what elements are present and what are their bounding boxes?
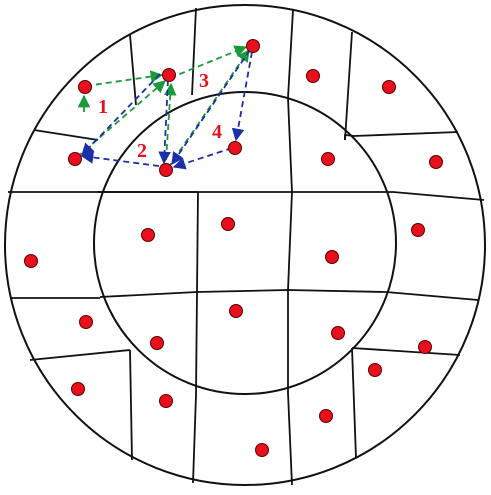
cell-edge: [287, 9, 294, 99]
site-point: [368, 363, 382, 377]
site-point: [229, 304, 243, 318]
blue-arrow: [80, 151, 160, 167]
cell-edge: [351, 347, 357, 459]
cell-boundaries: [8, 7, 485, 486]
site-point: [24, 254, 38, 268]
green-arrow: [163, 82, 177, 161]
site-point: [321, 152, 335, 166]
site-point: [382, 80, 396, 94]
site-point: [150, 336, 164, 350]
site-point: [141, 228, 155, 242]
cell-edge: [29, 349, 131, 361]
cell-edge: [195, 291, 198, 396]
site-point: [331, 326, 345, 340]
cell-edge: [129, 34, 137, 106]
cell-edge: [196, 191, 199, 293]
cell-edge: [385, 291, 479, 301]
site-point: [78, 80, 92, 94]
site-point: [319, 409, 333, 423]
green-arrow: [169, 45, 248, 79]
cell-edge: [33, 129, 99, 141]
cell-edge: [191, 7, 197, 96]
site-point: [162, 68, 176, 82]
site-point: [221, 217, 235, 231]
blue-arrow: [158, 79, 171, 165]
site-point: [228, 141, 242, 155]
blue-arrows: [80, 49, 253, 170]
site-point: [306, 69, 320, 83]
cell-edge: [351, 347, 461, 356]
site-point: [255, 443, 269, 457]
cell-edge: [99, 289, 387, 298]
cell-edge: [344, 131, 459, 140]
site-point: [418, 340, 432, 354]
site-point: [429, 155, 443, 169]
blue-arrow: [171, 49, 251, 166]
label-1: 1: [98, 96, 108, 118]
blue-arrow: [172, 147, 233, 170]
cell-edge: [287, 392, 293, 486]
green-arrow: [167, 48, 250, 169]
site-point: [411, 223, 425, 237]
step-labels: 1 2 3 4: [98, 70, 222, 162]
outer-circle: [4, 4, 486, 486]
inner-circle: [93, 91, 397, 395]
cell-edge: [8, 191, 485, 201]
label-4: 4: [212, 121, 222, 143]
cell-edge: [129, 349, 133, 461]
cell-edge: [287, 97, 293, 291]
label-3: 3: [199, 70, 209, 92]
blue-arrow: [81, 73, 161, 156]
green-arrow: [85, 70, 164, 87]
sites: [24, 39, 443, 457]
site-point: [68, 152, 82, 166]
label-2: 2: [137, 140, 147, 162]
site-point: [71, 382, 85, 396]
green-arrow: [76, 80, 166, 158]
cell-edge: [192, 394, 197, 484]
cell-edge: [344, 31, 353, 141]
site-point: [159, 163, 173, 177]
blue-arrow: [231, 51, 253, 142]
site-point: [246, 39, 260, 53]
site-point: [79, 315, 93, 329]
site-point: [325, 250, 339, 264]
green-arrows: [76, 45, 250, 169]
site-point: [159, 394, 173, 408]
